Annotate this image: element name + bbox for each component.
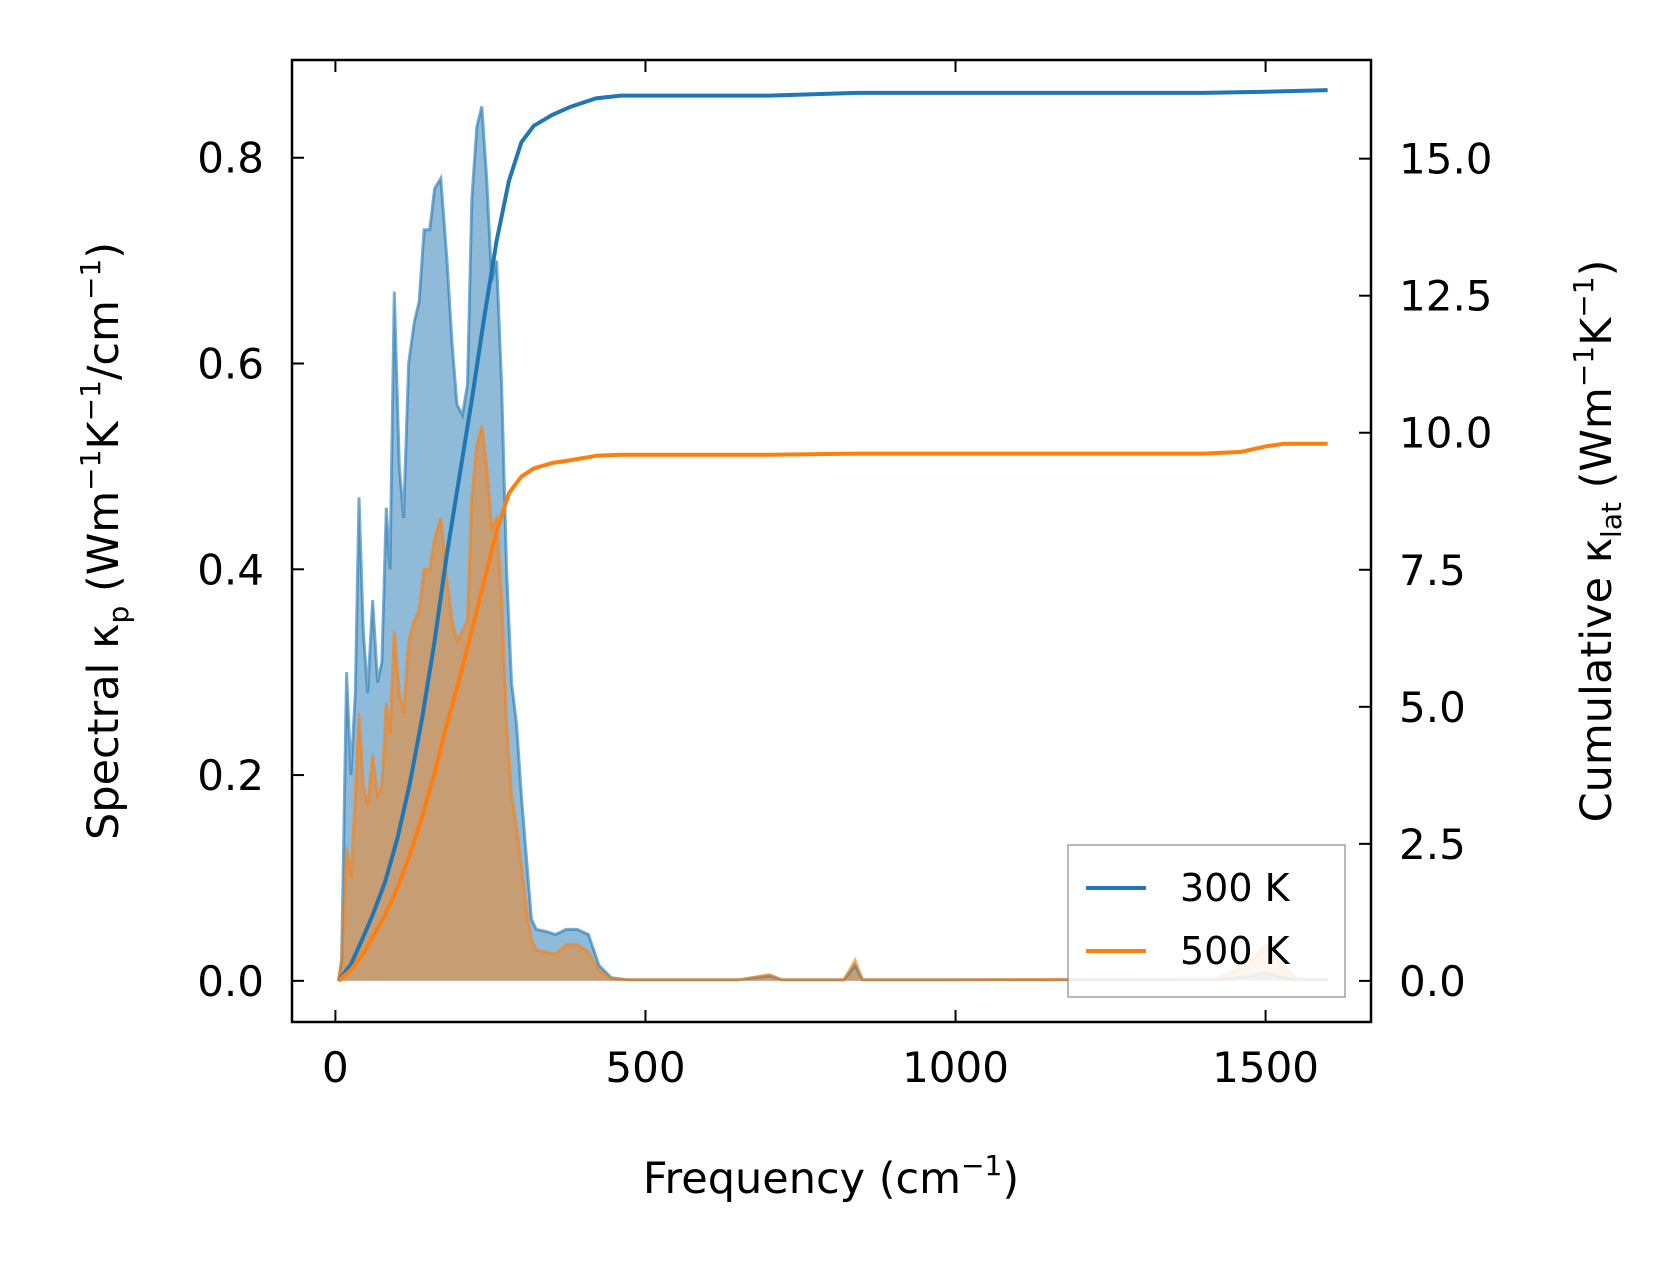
left-y-tick-label: 0.6 xyxy=(197,340,264,389)
right-y-tick-label: 5.0 xyxy=(1399,683,1466,732)
legend: 300 K 500 K xyxy=(1067,844,1346,998)
axes-frame xyxy=(290,58,1373,1024)
right-y-tick-label: 12.5 xyxy=(1399,272,1493,321)
right-y-tick-label: 7.5 xyxy=(1399,546,1466,595)
spectral-lines xyxy=(337,105,1328,982)
legend-label-500k: 500 K xyxy=(1180,929,1291,973)
cumulative-line-500k xyxy=(337,441,1328,983)
x-axis-title: Frequency (cm−1) xyxy=(643,1149,1019,1204)
x-tick-label: 500 xyxy=(605,1043,685,1092)
x-tick-label: 1500 xyxy=(1212,1043,1319,1092)
spectral-line-500k xyxy=(337,424,1328,982)
x-tick-label: 0 xyxy=(322,1043,349,1092)
cumulative-line-300k xyxy=(336,88,1328,983)
x-tick-label: 1000 xyxy=(902,1043,1009,1092)
left-y-tick-label: 0.2 xyxy=(197,751,264,800)
left-y-axis-title: Spectral κp (Wm−1K−1/cm−1) xyxy=(74,242,135,840)
left-y-tick-label: 0.8 xyxy=(197,134,264,183)
legend-box xyxy=(1067,844,1346,998)
legend-label-300k: 300 K xyxy=(1180,866,1291,910)
left-y-tick-label: 0.0 xyxy=(197,957,264,1006)
spectral-fills xyxy=(338,106,1328,981)
left-y-axis-ticks: 0.0 0.2 0.4 0.6 0.8 xyxy=(197,134,304,1006)
right-y-tick-label: 2.5 xyxy=(1399,820,1466,869)
x-axis-ticks: 0 500 1000 1500 xyxy=(322,60,1319,1092)
right-y-axis-ticks: 0.0 2.5 5.0 7.5 10.0 12.5 15.0 xyxy=(1359,135,1493,1006)
right-y-axis-title: Cumulative κlat (Wm−1K−1) xyxy=(1567,260,1628,823)
plot-area xyxy=(336,88,1328,983)
right-y-tick-label: 15.0 xyxy=(1399,135,1493,184)
right-y-tick-label: 10.0 xyxy=(1399,409,1493,458)
right-y-tick-label: 0.0 xyxy=(1399,957,1466,1006)
cumulative-lines xyxy=(336,88,1328,983)
spectral-fill-500k xyxy=(338,425,1328,981)
left-y-tick-label: 0.4 xyxy=(197,545,264,594)
